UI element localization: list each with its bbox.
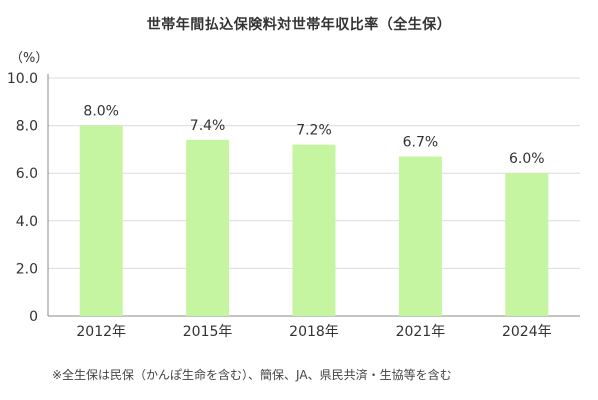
x-tick-label: 2024年 <box>502 324 552 340</box>
y-tick-label: 10.0 <box>7 71 38 87</box>
x-tick-label: 2012年 <box>76 324 126 340</box>
bar <box>79 125 123 316</box>
bar <box>505 173 549 316</box>
chart-footnote: ※全生保は民保（かんぽ生命を含む）、簡保、JA、県民共済・生協等を含む <box>52 368 452 382</box>
y-tick-label: 6.0 <box>16 166 38 182</box>
y-tick-label: 8.0 <box>16 119 38 135</box>
x-tick-label: 2021年 <box>396 324 446 340</box>
data-label: 8.0% <box>83 104 119 120</box>
bar <box>292 144 336 316</box>
chart-title: 世帯年間払込保険料対世帯年収比率（全生保） <box>146 17 452 33</box>
bar <box>186 139 230 316</box>
y-tick-label: 2.0 <box>16 261 38 277</box>
y-axis-unit-label: （%） <box>10 51 49 66</box>
data-label: 6.7% <box>403 135 439 151</box>
y-tick-label: 4.0 <box>16 214 38 230</box>
data-label: 6.0% <box>509 151 545 167</box>
y-tick-label: 0 <box>29 309 38 325</box>
bar <box>398 156 442 316</box>
x-tick-label: 2015年 <box>183 324 233 340</box>
data-label: 7.4% <box>190 118 226 134</box>
x-tick-label: 2018年 <box>289 324 339 340</box>
data-label: 7.2% <box>296 123 332 139</box>
